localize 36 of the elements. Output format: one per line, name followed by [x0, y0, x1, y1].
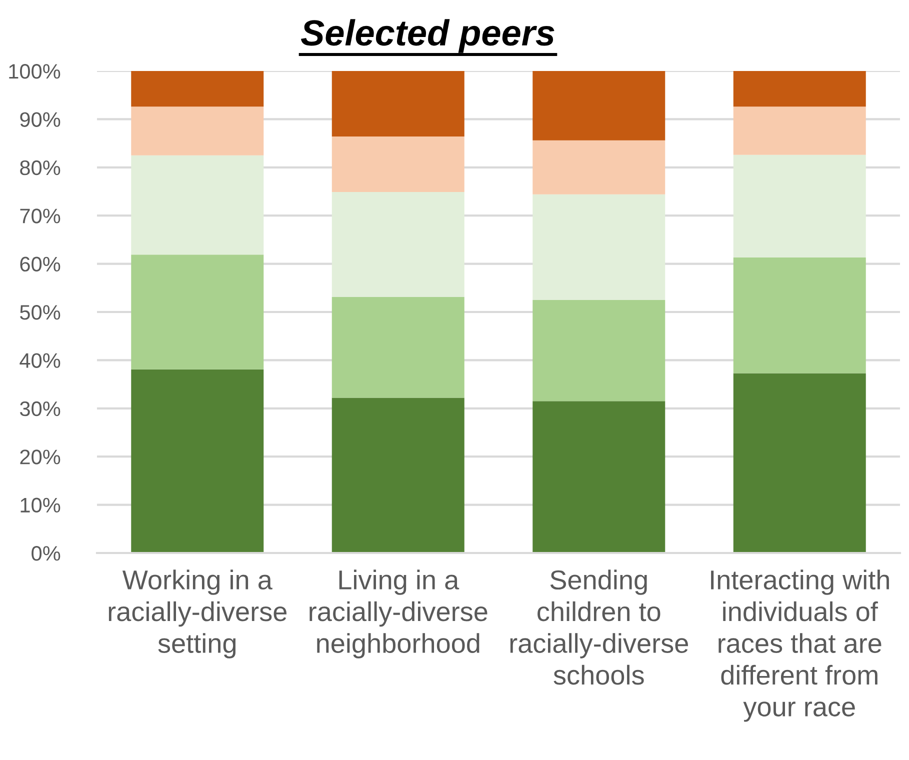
y-tick-label: 100%	[9, 64, 60, 79]
bar	[131, 106, 264, 156]
bar	[131, 369, 264, 553]
y-tick-label: 10%	[20, 498, 60, 513]
x-tick-label: Living in a racially-diverse neighborhood	[310, 570, 488, 658]
bar	[733, 154, 866, 258]
x-tick-label: Interacting with individuals of races that are different from your race	[711, 570, 889, 722]
bar	[332, 71, 464, 137]
x-tick-label: Sending children to racially-diverse schools	[510, 570, 688, 685]
bar	[532, 401, 666, 553]
bar	[733, 258, 866, 374]
x-tick-label: Working in a racially-diverse setting	[108, 570, 286, 658]
bar	[131, 71, 264, 107]
bar	[131, 254, 264, 370]
bar	[532, 300, 666, 402]
y-tick-label: 30%	[20, 401, 60, 416]
bar	[532, 194, 666, 300]
bar	[733, 373, 866, 553]
y-tick-label: 0%	[32, 546, 60, 561]
y-tick-label: 80%	[20, 160, 60, 176]
y-tick-label: 60%	[20, 256, 60, 272]
y-tick-label: 40%	[20, 353, 60, 368]
bar	[332, 192, 464, 298]
bar	[332, 136, 464, 192]
y-tick-label: 20%	[20, 450, 60, 464]
y-tick-label: 70%	[20, 208, 60, 224]
bar	[131, 155, 264, 255]
bar	[532, 71, 666, 140]
y-tick-label: 50%	[20, 305, 60, 320]
bar	[332, 297, 464, 398]
y-tick-label: 90%	[20, 112, 60, 127]
bar	[733, 71, 866, 107]
bar	[532, 140, 666, 194]
chart-title: Selected peers	[300, 19, 554, 53]
bar	[332, 398, 464, 553]
bar	[733, 106, 866, 155]
